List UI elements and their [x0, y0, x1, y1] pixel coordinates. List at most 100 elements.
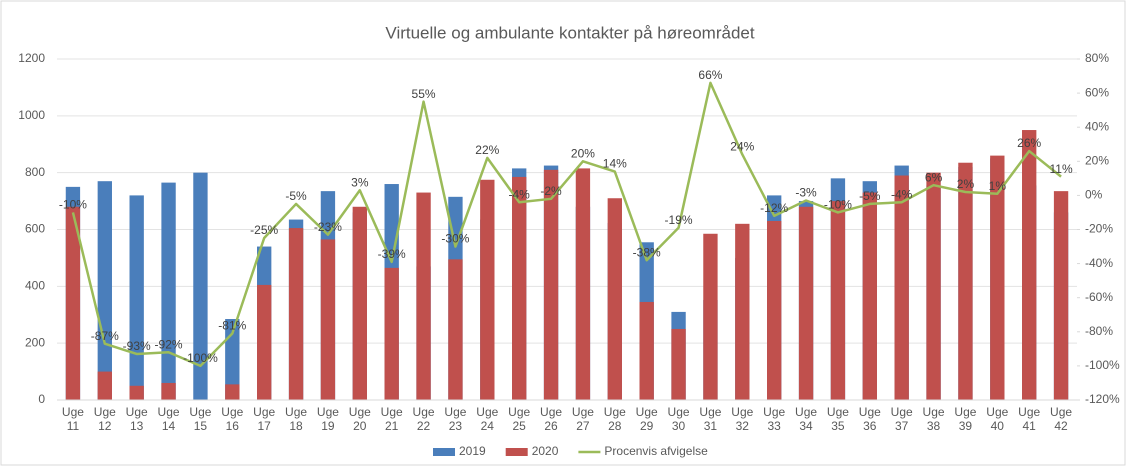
x-tick-label: Uge 23	[444, 405, 467, 433]
y2-tick-label: -100%	[1085, 358, 1120, 372]
x-tick-label: Uge 28	[603, 405, 626, 433]
legend-label: Procenvis afvigelse	[604, 444, 708, 458]
bar	[448, 259, 463, 400]
data-label: 1%	[989, 179, 1007, 193]
x-tick-label: Uge 26	[540, 405, 563, 433]
bar	[193, 172, 208, 400]
x-tick-label: Uge 40	[986, 405, 1009, 433]
x-tick-label: Uge 31	[699, 405, 722, 433]
data-label: -10%	[59, 198, 87, 212]
chart-title: Virtuelle og ambulante kontakter på høre…	[385, 23, 754, 42]
data-label: 66%	[698, 68, 722, 82]
bar	[65, 206, 81, 400]
data-label: 22%	[475, 143, 499, 157]
x-tick-label: Uge 24	[476, 405, 499, 433]
bar	[161, 382, 176, 400]
x-tick-label: Uge 37	[890, 405, 913, 433]
bar	[512, 176, 527, 400]
data-label: 2%	[957, 177, 975, 191]
bar	[575, 168, 591, 400]
x-tick-label: Uge 39	[954, 405, 977, 433]
bar	[225, 319, 240, 400]
y2-tick-label: -80%	[1085, 324, 1113, 338]
data-label: -3%	[795, 186, 817, 200]
y2-tick-label: -120%	[1085, 392, 1120, 406]
x-tick-label: Uge 25	[508, 405, 531, 433]
x-tick-label: Uge 11	[61, 405, 84, 433]
bar	[607, 198, 622, 400]
y-tick-label: 400	[25, 279, 45, 293]
x-tick-label: Uge 27	[571, 405, 594, 433]
x-tick-label: Uge 33	[763, 405, 786, 433]
bar	[1022, 130, 1037, 400]
y-tick-label: 800	[25, 165, 45, 179]
x-tick-label: Uge 21	[380, 405, 403, 433]
x-tick-label: Uge 36	[858, 405, 881, 433]
x-tick-label: Uge 34	[795, 405, 818, 433]
y2-tick-label: 80%	[1085, 51, 1109, 65]
bar	[225, 384, 240, 400]
data-label: -23%	[314, 220, 342, 234]
legend-label: 2020	[532, 444, 559, 458]
bar	[671, 328, 686, 400]
legend-swatch	[433, 448, 455, 456]
x-tick-label: Uge 35	[826, 405, 849, 433]
data-label: -30%	[441, 232, 469, 246]
data-label: -4%	[891, 187, 913, 201]
bar	[862, 192, 877, 400]
data-label: 20%	[571, 146, 595, 160]
bar	[990, 155, 1005, 400]
data-label: 14%	[603, 157, 627, 171]
x-tick-label: Uge 38	[922, 405, 945, 433]
bar	[894, 175, 909, 400]
data-label: -100%	[183, 351, 218, 365]
bar	[161, 182, 176, 400]
y2-tick-label: 60%	[1085, 85, 1109, 99]
bar	[480, 179, 495, 400]
y-tick-label: 200	[25, 335, 45, 349]
x-tick-label: Uge 14	[157, 405, 180, 433]
bar	[416, 192, 431, 400]
y2-tick-label: 20%	[1085, 153, 1109, 167]
data-label: -2%	[540, 184, 562, 198]
data-label: -38%	[633, 245, 661, 259]
bar	[926, 172, 941, 400]
x-tick-label: Uge 30	[667, 405, 690, 433]
y-tick-label: 0	[38, 392, 45, 406]
x-tick-label: Uge 17	[253, 405, 276, 433]
bar	[798, 206, 814, 400]
data-label: -92%	[155, 337, 183, 351]
x-tick-label: Uge 12	[93, 405, 116, 433]
x-tick-label: Uge 32	[731, 405, 754, 433]
bar	[703, 233, 718, 400]
data-label: -25%	[250, 223, 278, 237]
data-label: -81%	[218, 319, 246, 333]
bar	[257, 284, 272, 400]
bar	[735, 223, 750, 400]
data-label: -19%	[665, 213, 693, 227]
data-label: -39%	[378, 247, 406, 261]
x-tick-label: Uge 42	[1050, 405, 1073, 433]
bar	[767, 220, 782, 400]
data-label: 26%	[1017, 136, 1041, 150]
bar	[543, 169, 559, 400]
x-tick-label: Uge 20	[348, 405, 371, 433]
bar	[384, 267, 399, 400]
data-label: -87%	[91, 329, 119, 343]
y2-tick-label: 40%	[1085, 119, 1109, 133]
bar	[97, 181, 112, 400]
data-label: 11%	[1049, 162, 1072, 176]
bar	[97, 371, 112, 400]
bar	[288, 228, 304, 400]
x-tick-label: Uge 13	[125, 405, 148, 433]
bar	[958, 162, 973, 400]
bar	[830, 201, 846, 400]
line	[71, 81, 1062, 368]
bar	[320, 239, 336, 400]
x-tick-label: Uge 18	[285, 405, 308, 433]
data-label: -93%	[123, 339, 151, 353]
data-label: 3%	[351, 175, 369, 189]
x-tick-label: Uge 22	[412, 405, 435, 433]
